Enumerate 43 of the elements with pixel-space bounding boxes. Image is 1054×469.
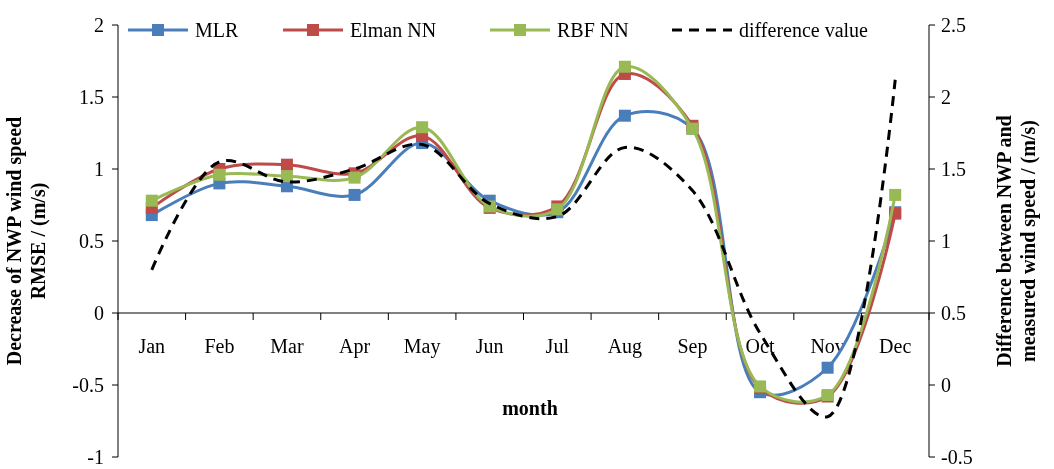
x-tick-label: Oct (745, 335, 775, 357)
y2-tick-label: 2 (941, 86, 951, 108)
y-tick-label: 2 (94, 14, 104, 36)
x-axis-title: month (502, 397, 558, 419)
y2-tick-label: 2.5 (941, 14, 966, 36)
x-tick-label: Sep (677, 335, 708, 358)
y2-tick-label: 1.5 (941, 158, 966, 180)
x-tick-label: Jun (475, 335, 504, 357)
point (213, 168, 226, 181)
legend-label: Elman NN (350, 19, 437, 41)
legend-label: difference value (739, 19, 869, 41)
point (145, 194, 158, 207)
point (348, 171, 361, 184)
point (280, 170, 293, 183)
y2-tick-label: 0.5 (941, 302, 966, 324)
x-tick-label: May (403, 335, 441, 358)
point (618, 109, 631, 122)
x-tick-label: Jul (545, 335, 570, 357)
point (889, 188, 902, 201)
point (618, 60, 631, 73)
y2-tick-label: 0 (941, 374, 951, 396)
y2-tick-label: 1 (941, 230, 951, 252)
y-tick-label: 1.5 (79, 86, 104, 108)
x-tick-label: Feb (204, 335, 235, 357)
legend-label: MLR (195, 19, 239, 41)
x-tick-label: Aug (607, 335, 643, 358)
x-tick-label: Dec (879, 335, 912, 357)
point (348, 188, 361, 201)
y2-tick-label: -0.5 (941, 446, 973, 468)
x-tick-label: Mar (270, 335, 304, 357)
y-tick-label: 0 (94, 302, 104, 324)
point (416, 121, 429, 134)
legend-label: RBF NN (557, 19, 629, 41)
x-tick-label: Apr (338, 335, 371, 358)
y-tick-label: -0.5 (72, 374, 104, 396)
point (821, 361, 834, 374)
y-tick-label: -1 (87, 446, 104, 468)
y-axis-title: Decrease of NWP wind speed RMSE / (m/s) (3, 116, 50, 366)
y2-axis-title: Difference between NWP and measured wind speed / (m/s) (993, 115, 1040, 367)
y-tick-label: 0.5 (79, 230, 104, 252)
point (280, 158, 293, 171)
y-tick-label: 1 (94, 158, 104, 180)
x-tick-label: Jan (138, 335, 166, 357)
